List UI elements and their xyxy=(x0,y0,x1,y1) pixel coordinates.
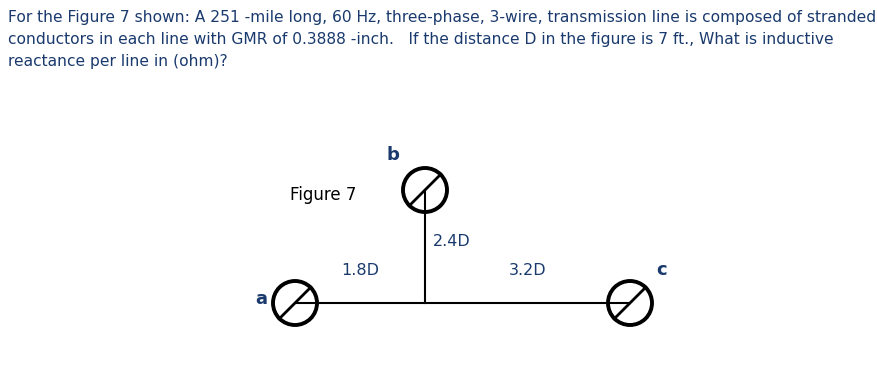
Text: 2.4D: 2.4D xyxy=(433,234,471,249)
Text: c: c xyxy=(656,261,667,279)
Text: Figure 7: Figure 7 xyxy=(290,186,356,204)
Text: reactance per line in (ohm)?: reactance per line in (ohm)? xyxy=(8,54,228,69)
Text: b: b xyxy=(386,146,399,164)
Text: conductors in each line with GMR of 0.3888 -inch.   If the distance D in the fig: conductors in each line with GMR of 0.38… xyxy=(8,32,834,47)
Text: a: a xyxy=(255,290,267,308)
Text: 3.2D: 3.2D xyxy=(509,263,546,278)
Text: 1.8D: 1.8D xyxy=(341,263,379,278)
Text: For the Figure 7 shown: A 251 -mile long, 60 Hz, three-phase, 3-wire, transmissi: For the Figure 7 shown: A 251 -mile long… xyxy=(8,10,876,25)
